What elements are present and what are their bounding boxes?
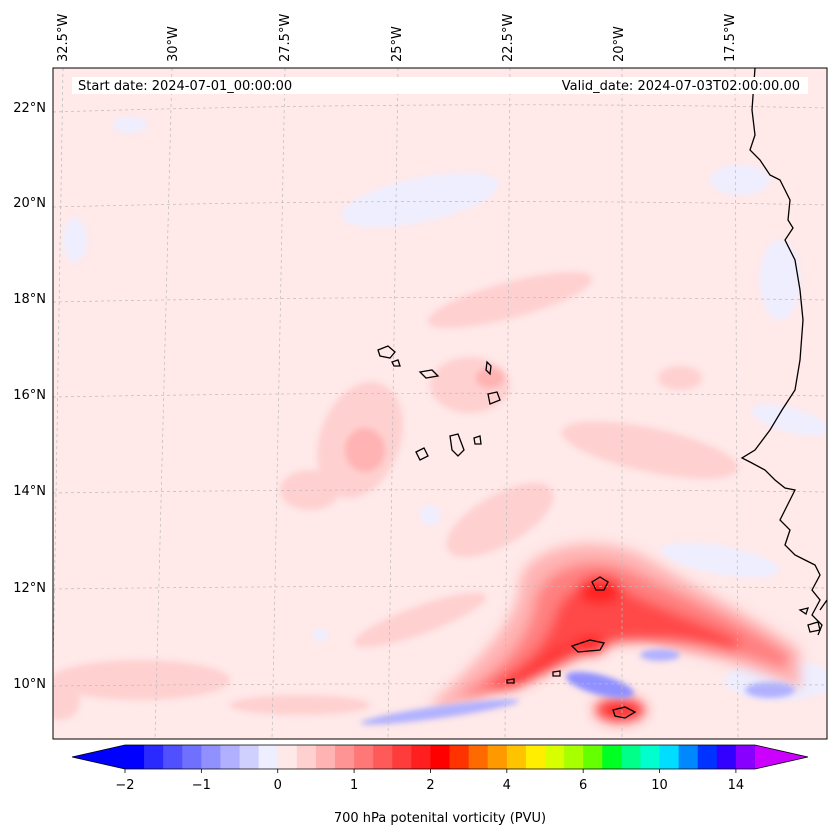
colorbar-segment — [315, 745, 336, 769]
colorbar-segment — [545, 745, 565, 769]
pv-contour — [612, 706, 637, 719]
lat-label: 12°N — [13, 581, 46, 596]
colorbar-tick-label: 4 — [503, 778, 511, 793]
pv-contour — [552, 670, 561, 677]
lon-label: 25°W — [390, 26, 405, 62]
map-frame — [52, 67, 828, 740]
colorbar-segment — [602, 745, 622, 769]
weak-pv-areas — [53, 271, 739, 720]
lat-label: 10°N — [13, 677, 46, 692]
colorbar-segment — [296, 745, 317, 769]
lon-label: 17.5°W — [723, 14, 738, 62]
colorbar-segment — [277, 745, 298, 769]
colorbar-under-arrow — [72, 745, 125, 769]
island — [449, 433, 465, 457]
colorbar-tick-label: 10 — [651, 778, 668, 793]
longitude-labels: 32.5°W 30°W 27.5°W 25°W 22.5°W 20°W 17.5… — [56, 14, 738, 62]
colorbar-tick-label: −2 — [115, 778, 134, 793]
africa-coast — [740, 68, 827, 636]
pv-contour — [506, 678, 515, 684]
valid-date-label: Valid_date: 2024-07-03T02:00:00.00 — [562, 79, 800, 94]
colorbar-segment — [182, 745, 202, 769]
colorbar-segment — [735, 745, 756, 769]
island — [415, 447, 429, 461]
lat-label: 16°N — [13, 388, 46, 403]
colorbar-title: 700 hPa potenital vorticity (PVU) — [334, 811, 546, 826]
colorbar-tick-label: 0 — [274, 778, 282, 793]
colorbar-segment — [487, 745, 508, 769]
colorbar-segment — [144, 745, 164, 769]
colorbar-segment — [716, 745, 737, 769]
map-panel — [53, 68, 827, 739]
island — [377, 345, 396, 359]
island — [473, 435, 482, 445]
colorbar-tick-label: 1 — [350, 778, 358, 793]
lon-label: 20°W — [612, 26, 627, 62]
start-label-bg — [72, 77, 320, 94]
pv-contour — [570, 639, 606, 653]
colorbar-segment — [430, 745, 451, 769]
start-date-label: Start date: 2024-07-01_00:00:00 — [78, 79, 292, 94]
lat-label: 18°N — [13, 292, 46, 307]
colorbar-segment — [525, 745, 546, 769]
island — [487, 391, 501, 405]
colorbar-tick-label: −1 — [192, 778, 211, 793]
weak-pv-core — [345, 368, 504, 472]
colorbar-segment — [354, 745, 374, 769]
colorbar-segment — [201, 745, 222, 769]
lon-label: 27.5°W — [278, 14, 293, 62]
colorbar-over-arrow — [755, 745, 808, 769]
colorbar-segment — [239, 745, 260, 769]
negative-pv-areas — [63, 117, 827, 700]
lat-label: 20°N — [13, 196, 46, 211]
island — [391, 359, 401, 367]
colorbar-segment — [640, 745, 661, 769]
colorbar-segment — [335, 745, 355, 769]
colorbar-segment — [220, 745, 241, 769]
colorbar-segment — [373, 745, 393, 769]
colorbar-ticks: −2 −1 0 1 2 4 6 10 14 — [115, 769, 744, 793]
latitude-labels: 22°N 20°N 18°N 16°N 14°N 12°N 10°N — [13, 101, 46, 692]
colorbar-segment — [449, 745, 470, 769]
pv-contour — [591, 576, 609, 591]
colorbar-segment — [125, 745, 145, 769]
lon-label: 32.5°W — [56, 14, 71, 62]
lat-label: 14°N — [13, 484, 46, 499]
coastal-island — [798, 607, 821, 633]
colorbar-segment — [678, 745, 699, 769]
colorbar-tick-label: 14 — [728, 778, 745, 793]
colorbar-segment — [583, 745, 603, 769]
coastlines — [377, 68, 827, 719]
lon-label: 30°W — [166, 26, 181, 62]
colorbar-tick-label: 6 — [579, 778, 587, 793]
valid-label-bg — [320, 77, 808, 94]
island — [485, 360, 492, 376]
graticule — [53, 68, 827, 739]
colorbar-tick-label: 2 — [426, 778, 434, 793]
colorbar-segment — [163, 745, 183, 769]
lat-label: 22°N — [13, 101, 46, 116]
colorbar-segment — [621, 745, 642, 769]
island — [418, 369, 440, 379]
colorbar-segment — [411, 745, 432, 769]
colorbar-segment — [258, 745, 279, 769]
colorbar-segment — [564, 745, 584, 769]
colorbar-segment — [659, 745, 680, 769]
colorbar-segment — [468, 745, 489, 769]
colorbar-segment — [392, 745, 412, 769]
colorbar — [71, 744, 809, 770]
colorbar-segment — [506, 745, 527, 769]
lon-label: 22.5°W — [501, 14, 516, 62]
colorbar-segment — [697, 745, 718, 769]
